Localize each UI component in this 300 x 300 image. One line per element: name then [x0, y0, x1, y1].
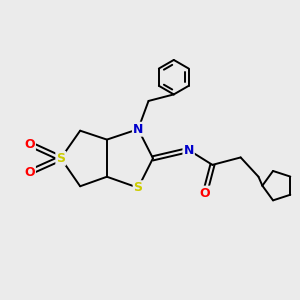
Text: O: O [200, 187, 210, 200]
Text: S: S [134, 181, 142, 194]
Text: O: O [24, 166, 35, 179]
Text: S: S [56, 152, 65, 165]
Text: N: N [184, 143, 194, 157]
Text: O: O [24, 138, 35, 151]
Text: N: N [133, 123, 143, 136]
